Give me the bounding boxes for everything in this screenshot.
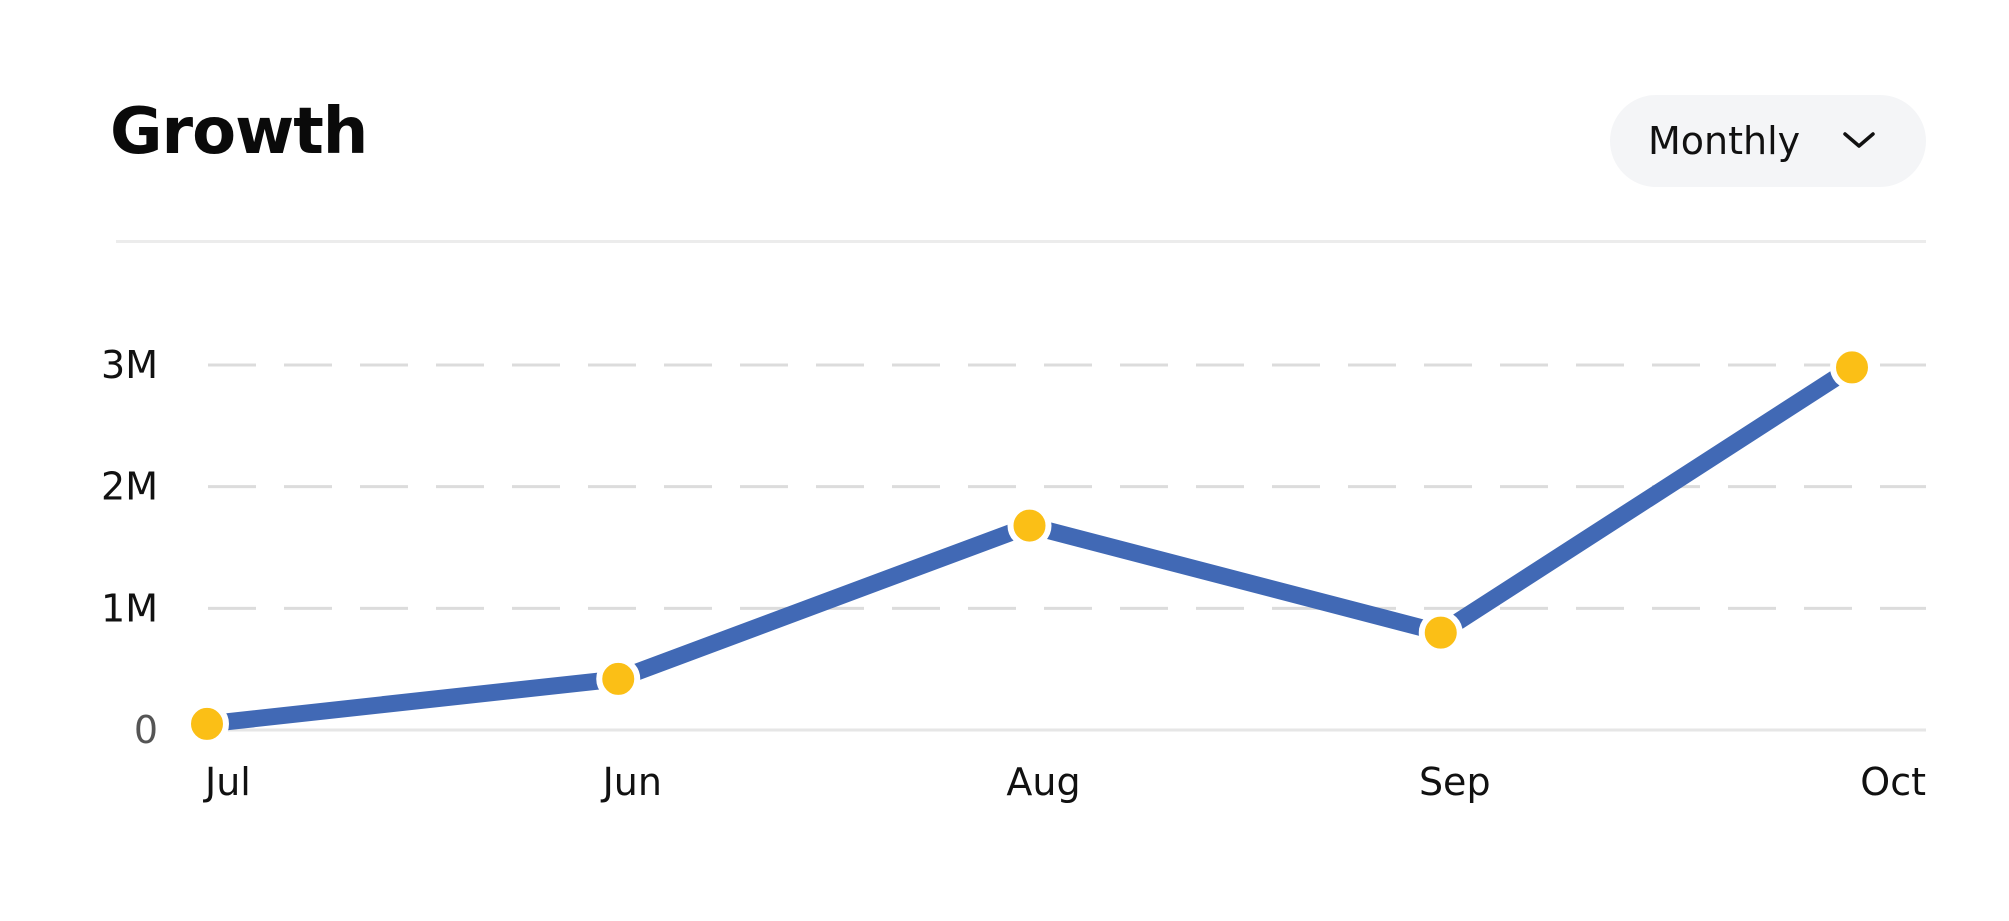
data-point xyxy=(1007,503,1052,548)
chart-title: Growth xyxy=(110,95,368,169)
x-tick-label: Oct xyxy=(1860,760,1926,804)
x-tick-label: Aug xyxy=(1006,760,1080,804)
x-tick-label: Sep xyxy=(1419,760,1491,804)
chevron-down-icon xyxy=(1843,132,1875,148)
y-tick-label: 1M xyxy=(101,586,158,630)
y-tick-label: 3M xyxy=(101,343,158,387)
x-tick-label: Jun xyxy=(601,760,662,804)
data-point xyxy=(185,701,229,746)
header-divider xyxy=(116,240,1926,243)
y-tick-label: 0 xyxy=(134,708,158,752)
x-tick-label: Jul xyxy=(203,760,251,804)
data-point xyxy=(1418,610,1463,655)
data-point xyxy=(1830,345,1874,390)
y-tick-label: 2M xyxy=(101,465,158,509)
data-point xyxy=(596,656,641,701)
period-select[interactable]: Monthly xyxy=(1610,95,1926,187)
period-select-value: Monthly xyxy=(1648,119,1801,163)
